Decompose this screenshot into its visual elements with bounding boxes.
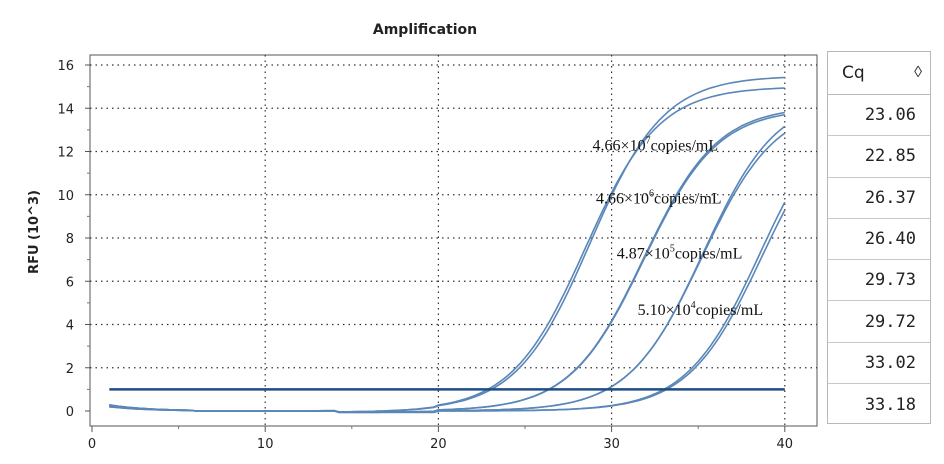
cq-row[interactable]: 26.40	[828, 219, 930, 261]
x-tick-label: 0	[88, 437, 96, 452]
x-tick-label: 40	[777, 437, 794, 452]
axis-ticks: 0 2 4 6 8 10 12 14 16 0 10 20 30 40	[57, 59, 793, 452]
y-tick-label: 10	[57, 189, 74, 204]
y-tick-label: 12	[57, 146, 74, 161]
y-tick-label: 2	[66, 362, 74, 377]
y-tick-label: 0	[66, 405, 74, 420]
y-axis-label: RFU (10^3)	[27, 190, 42, 274]
y-tick-label: 8	[66, 232, 74, 247]
cq-table[interactable]: Cq ◊ 23.06 22.85 26.37 26.40 29.73 29.72 33.02…	[827, 51, 931, 424]
concentration-label: 4.87×105copies/mL	[617, 244, 743, 263]
amplification-curve	[109, 209, 786, 414]
y-tick-label: 14	[57, 102, 74, 117]
x-tick-label: 20	[430, 437, 447, 452]
sort-icon[interactable]: ◊	[914, 64, 922, 81]
plot-area	[89, 54, 818, 427]
concentration-label: 5.10×104copies/mL	[638, 300, 764, 319]
y-tick-label: 16	[57, 59, 74, 74]
concentration-label: 4.66×107copies/mL	[593, 135, 719, 154]
y-tick-label: 6	[66, 275, 74, 290]
cq-row[interactable]: 33.02	[828, 343, 930, 385]
cq-row[interactable]: 29.73	[828, 260, 930, 302]
cq-header-label: Cq	[842, 63, 865, 83]
cq-row[interactable]: 33.18	[864, 394, 916, 415]
grid	[90, 55, 817, 426]
x-tick-label: 30	[603, 437, 620, 452]
cq-row[interactable]: 22.85	[828, 136, 930, 178]
amplification-curves	[109, 76, 786, 414]
cq-row[interactable]: 23.06	[828, 95, 930, 137]
y-tick-label: 4	[66, 319, 74, 334]
annotations: 4.66×107copies/mL 4.66×106copies/mL 4.87×1…	[593, 135, 764, 318]
cq-row[interactable]: 26.37	[828, 178, 930, 219]
concentration-label: 4.66×106copies/mL	[596, 188, 722, 207]
chart-title: Amplification	[373, 22, 477, 38]
x-tick-label: 10	[257, 437, 274, 452]
cq-column-header[interactable]: Cq ◊	[828, 52, 930, 95]
cq-row[interactable]: 29.72	[828, 301, 930, 343]
